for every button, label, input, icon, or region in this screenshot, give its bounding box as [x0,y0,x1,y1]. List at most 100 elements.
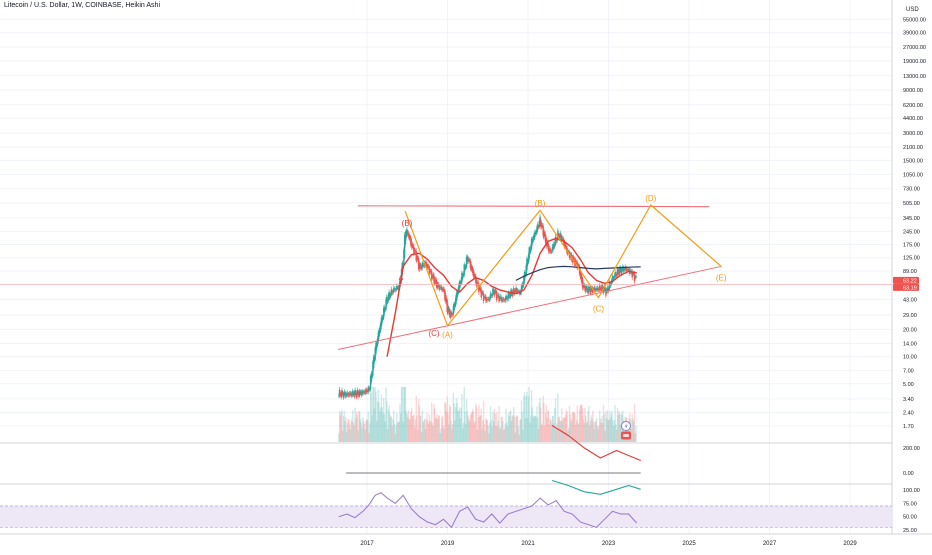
volume-bar [389,413,391,442]
candle-body [598,289,600,290]
volume-bar [386,401,388,442]
volume-bar [589,420,592,442]
candle-body [415,250,417,261]
candle-body [481,292,483,294]
volume-bar [503,428,506,442]
volume-bar [580,405,582,442]
candle-body [365,389,367,392]
candle-body [585,287,587,292]
candle-body [633,273,635,275]
candle-body [421,262,424,268]
volume-bar [544,425,546,442]
volume-bar [564,414,567,442]
volume-bar [369,387,372,442]
candle-body [340,393,342,398]
volume-bar [511,416,513,442]
volume-bar [453,403,455,442]
volume-bar [495,425,497,442]
volume-bar [379,412,381,442]
candle-body [499,296,502,299]
volume-bar [465,398,468,442]
time-axis-label: 2021 [521,541,535,547]
volume-bar [530,415,532,442]
candle-body [517,291,520,292]
candle-body [523,276,525,286]
candle-body [355,392,358,398]
candle-body [476,282,479,283]
candle-body [544,234,547,243]
time-axis[interactable]: 2017 2019 2021 2023 2025 2027 2029 [360,541,857,547]
volume-bar [604,430,606,442]
candle-body [573,258,575,263]
volume-bar [506,422,508,442]
candle-body [489,297,491,300]
volume-bar [441,417,443,442]
time-axis-label: 2027 [763,541,777,547]
volume-bar [587,410,589,442]
candle-body [468,259,471,262]
volume-bar [466,410,469,442]
candle-body [513,290,516,294]
candle-body [414,250,417,252]
volume-bar [522,429,524,442]
volume-bar [508,415,510,442]
volume-bar [424,428,427,442]
volume-bar [407,416,409,442]
candle-body [508,292,510,296]
candle-body [600,288,602,291]
volume-bar [373,408,376,442]
volume-bar [348,424,351,442]
time-axis-label: 2029 [843,541,857,547]
candle-body [493,290,496,296]
wave-annotations[interactable]: (A) (B) (C) (D) (E) (B) A (C) [0,194,892,350]
candle-body [625,268,627,270]
candle-body [594,288,596,291]
volume-bars [338,387,637,442]
volume-bar [432,425,434,442]
volume-bar [526,417,529,442]
volume-bar [573,412,575,442]
volume-bar [340,412,342,442]
volume-bar [441,415,444,442]
volume-bar [571,412,574,442]
candle-body [537,224,539,230]
candle-body [379,327,381,334]
volume-bar [510,421,513,442]
price-axis-label: 13000.00 [903,74,926,80]
candle-body [387,294,390,301]
volume-bar [391,426,393,442]
volume-bar [378,402,380,442]
candle-body [541,225,544,227]
candle-body [397,287,400,290]
candle-body [550,251,553,252]
volume-bar [407,410,410,442]
volume-bar [406,413,408,442]
volume-bar [428,414,431,442]
volume-bar [585,422,588,442]
pane-icons[interactable] [621,421,631,440]
volume-bar [507,413,510,442]
volume-bar [417,399,420,442]
candle-body [458,285,460,292]
volume-bar [568,427,570,442]
candle-body [456,291,458,298]
support-line[interactable] [337,265,722,350]
candle-body [468,259,470,261]
volume-bar [408,419,410,442]
volume-bar [360,422,362,442]
candle-body [592,288,594,293]
volume-bar [413,427,416,442]
candle-body [519,291,521,295]
candle-body [338,389,341,396]
volume-bar [472,408,474,442]
candle-body [555,240,558,242]
volume-bar [598,410,601,442]
volume-bar [600,422,602,442]
price-axis-label: 6200.00 [903,103,923,109]
volume-bar [555,429,558,442]
volume-bar [389,416,392,442]
price-axis[interactable]: 55000.00 39000.00 27000.00 19000.00 13000.00… [903,17,926,534]
candle-body [447,305,449,314]
volume-bar [530,390,533,442]
